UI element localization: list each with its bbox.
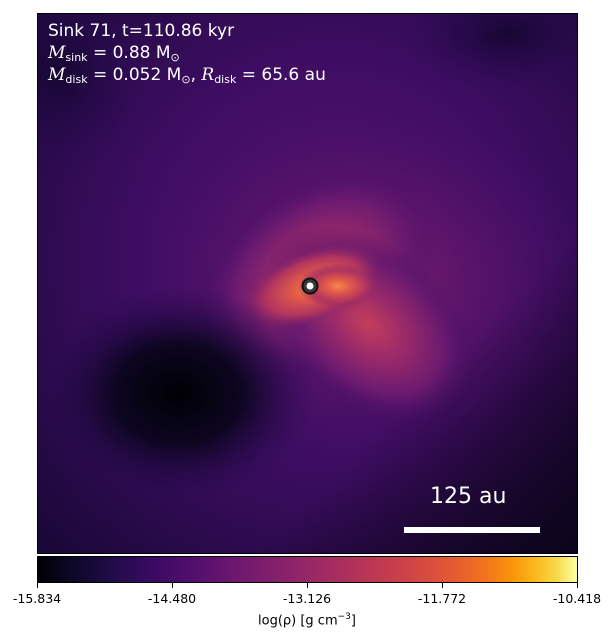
disk-mass-subscript: disk [65, 73, 88, 86]
density-field [38, 14, 577, 553]
disk-radius-symbol: R [201, 65, 215, 85]
disk-mass-unit-subscript: ⊙ [181, 73, 191, 86]
sink-mass: Msink = 0.88 M⊙ [48, 43, 180, 64]
colorbar-tick-label: -15.834 [12, 591, 62, 606]
disk-properties: Mdisk = 0.052 M⊙, Rdisk = 65.6 au [48, 65, 326, 86]
colorbar-tick-mark [307, 583, 308, 588]
disk-radius-value: = 65.6 au [236, 65, 326, 85]
mass-value: = 0.88 M [87, 43, 171, 63]
colorbar-label-exponent: −3 [337, 612, 351, 622]
colorbar-tick-mark [442, 583, 443, 588]
colorbar-tick-label: -13.126 [282, 591, 332, 606]
colorbar-label-text: log(ρ) [g cm [258, 613, 338, 629]
density-map: Sink 71, t=110.86 kyr Msink = 0.88 M⊙ Md… [37, 13, 578, 554]
colorbar-tick-mark [37, 583, 38, 588]
colorbar-tick-mark [172, 583, 173, 588]
colorbar [37, 556, 578, 583]
mass-unit-subscript: ⊙ [170, 51, 180, 64]
mass-subscript: sink [65, 51, 88, 64]
sink-title: Sink 71, t=110.86 kyr [48, 21, 234, 41]
colorbar-tick-label: -10.418 [552, 591, 602, 606]
colorbar-tick-mark [577, 583, 578, 588]
colorbar-tick-label: -11.772 [417, 591, 467, 606]
mass-symbol: M [48, 43, 66, 63]
sink-core [306, 282, 314, 290]
disk-radius-subscript: disk [214, 73, 237, 86]
colorbar-tick-label: -14.480 [147, 591, 197, 606]
scale-bar [404, 527, 540, 533]
scale-bar-label: 125 au [430, 484, 507, 509]
disk-mass-symbol: M [48, 65, 66, 85]
title-text: Sink 71, t=110.86 kyr [48, 21, 235, 41]
disk-mass-value: = 0.052 M [87, 65, 182, 85]
radius-separator: , [190, 65, 202, 85]
colorbar-label: log(ρ) [g cm−3] [258, 612, 356, 628]
colorbar-label-end: ] [350, 613, 356, 629]
